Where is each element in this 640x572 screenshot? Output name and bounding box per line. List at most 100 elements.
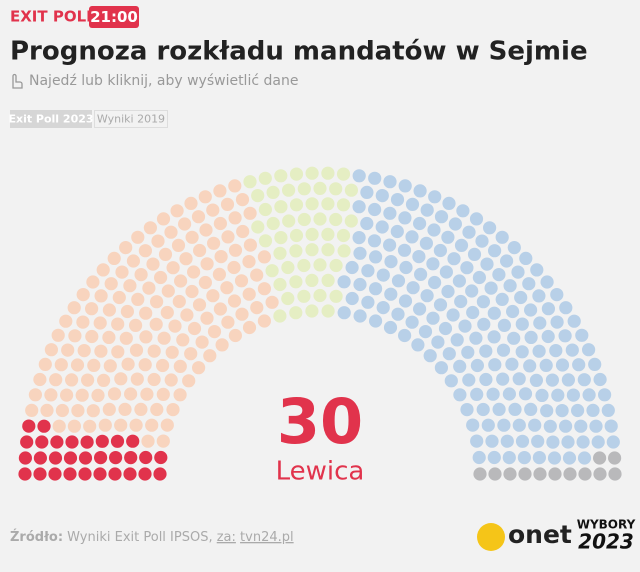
seat: [274, 231, 288, 245]
seat: [541, 302, 556, 316]
seat: [297, 212, 311, 227]
highlight-value: 30: [277, 385, 363, 458]
seat: [156, 387, 170, 401]
seat: [361, 295, 375, 309]
seat: [492, 268, 506, 282]
seat: [18, 451, 32, 465]
seat: [481, 418, 495, 432]
seat: [384, 287, 398, 301]
seat: [78, 467, 92, 481]
seat: [367, 234, 382, 248]
seat: [561, 373, 576, 387]
seat: [242, 255, 256, 269]
seat: [49, 373, 63, 387]
seat: [266, 216, 280, 231]
seat: [383, 238, 397, 252]
seat: [447, 252, 461, 266]
seat: [257, 282, 271, 296]
seat: [426, 257, 440, 271]
seat: [588, 357, 602, 371]
seat: [266, 185, 280, 199]
seat: [48, 467, 62, 481]
seat: [483, 221, 497, 235]
seat: [591, 435, 605, 449]
seat: [258, 234, 273, 248]
seat: [59, 314, 73, 328]
seat: [203, 349, 217, 363]
seat: [441, 284, 455, 299]
seat: [165, 345, 179, 359]
seat: [151, 234, 165, 248]
seat: [149, 317, 163, 331]
badge: EXIT POLL: [10, 8, 96, 26]
seat: [604, 419, 618, 433]
tab-active[interactable]: [10, 110, 92, 128]
source-link[interactable]: tvn24.pl: [240, 530, 294, 545]
seat: [65, 435, 79, 449]
seat: [413, 302, 427, 316]
seat: [54, 358, 68, 372]
seat: [313, 258, 327, 272]
seat: [52, 419, 66, 433]
seat: [467, 247, 482, 261]
seat: [126, 434, 140, 448]
seat: [297, 182, 311, 196]
seat: [470, 358, 484, 373]
seat: [220, 281, 234, 295]
seat: [453, 359, 467, 373]
seat: [313, 181, 327, 195]
seat: [391, 274, 406, 288]
seat: [134, 268, 148, 282]
seat: [321, 273, 335, 287]
seat: [419, 236, 433, 250]
seat: [166, 261, 180, 275]
tab[interactable]: Wyniki 2019: [97, 113, 165, 126]
seat: [25, 403, 39, 417]
seat: [545, 373, 560, 387]
seat: [412, 250, 426, 264]
seat: [472, 270, 486, 285]
seat: [405, 197, 420, 211]
seat: [200, 311, 214, 325]
seat: [282, 183, 296, 197]
seat: [94, 451, 108, 465]
seat: [44, 388, 58, 402]
seat: [182, 374, 196, 388]
seat: [305, 166, 319, 180]
seat: [173, 359, 187, 373]
seat: [398, 179, 412, 193]
seat: [549, 344, 563, 358]
seat: [243, 175, 257, 189]
seat: [461, 345, 475, 359]
seat: [514, 290, 528, 305]
seat: [486, 387, 500, 401]
seat: [559, 301, 573, 315]
seat: [448, 217, 462, 231]
seat: [187, 321, 202, 336]
seat: [60, 388, 74, 402]
seat: [265, 264, 279, 278]
seat: [22, 419, 36, 433]
seat: [154, 270, 168, 285]
seat: [173, 388, 187, 402]
seat: [502, 451, 516, 465]
seat: [470, 434, 484, 448]
seat: [458, 319, 472, 333]
seat: [405, 315, 419, 329]
tab[interactable]: Exit Poll 2023: [8, 113, 93, 126]
seat: [344, 183, 358, 197]
source-text: Wyniki Exit Poll IPSOS,: [67, 530, 212, 545]
seat: [123, 279, 137, 293]
seat: [434, 210, 449, 224]
tab-inactive[interactable]: [94, 110, 168, 128]
seat: [40, 403, 54, 417]
seat: [446, 308, 460, 322]
seat: [539, 358, 553, 372]
seat: [107, 251, 121, 265]
seat: [477, 317, 491, 331]
seat: [112, 290, 126, 305]
seat: [158, 247, 173, 261]
seat: [572, 358, 586, 372]
seat: [129, 318, 143, 332]
seat: [94, 344, 108, 358]
